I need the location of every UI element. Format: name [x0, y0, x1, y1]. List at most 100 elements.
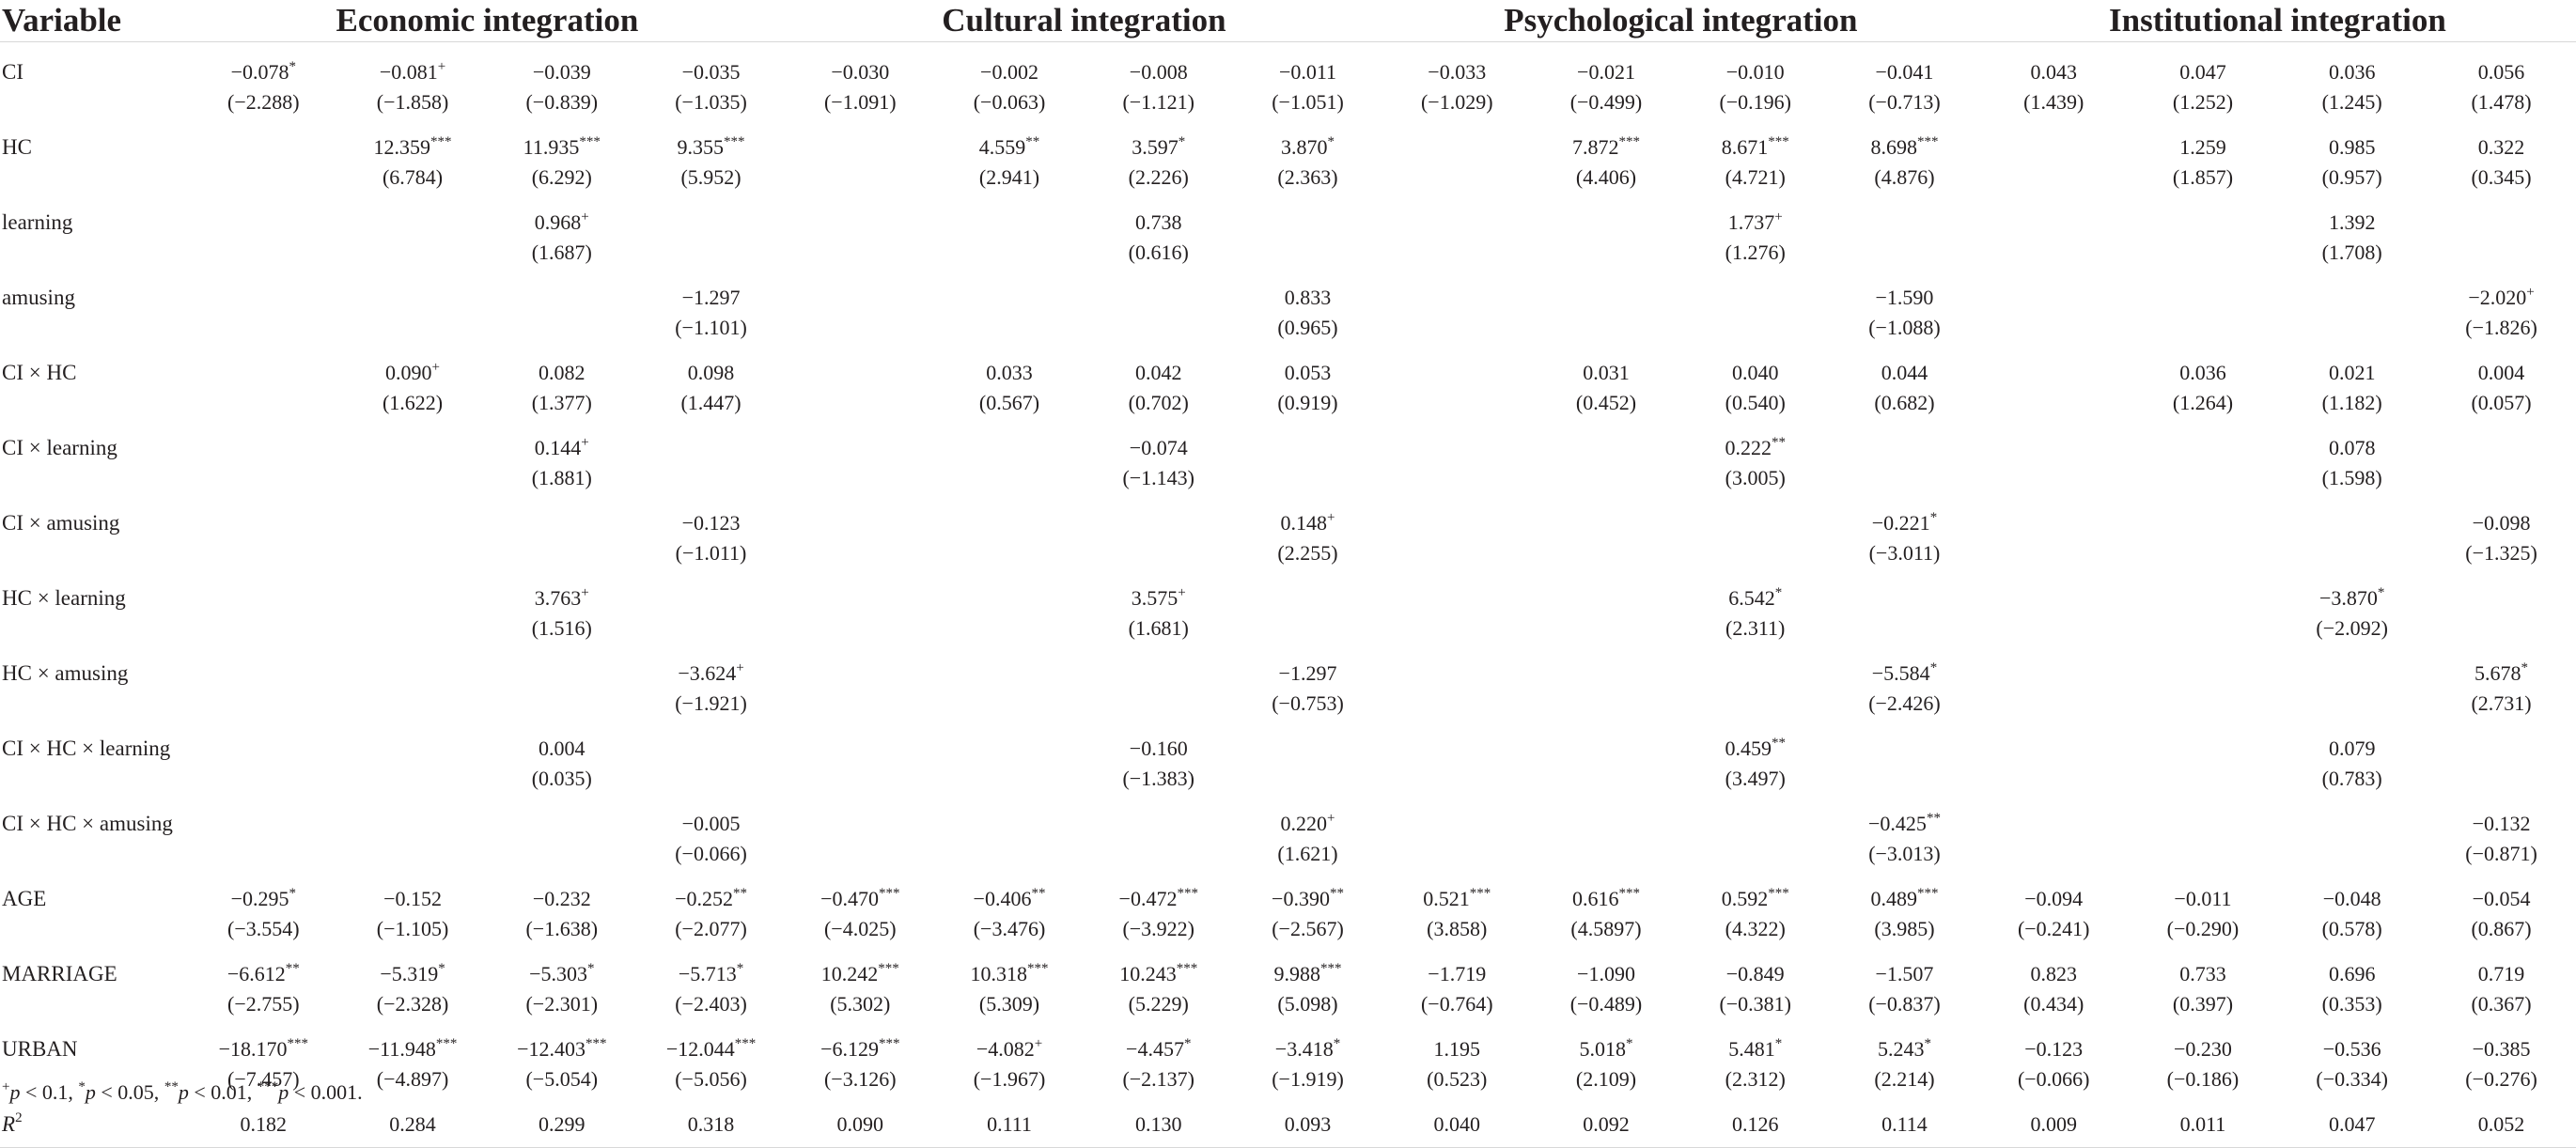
coefficient: 5.243* [1830, 1034, 1979, 1064]
coefficient-value: 10.243 [1119, 962, 1177, 985]
table-cell [1532, 193, 1681, 268]
t-statistic: (−0.713) [1868, 90, 1941, 114]
t-statistic: (1.245) [2321, 90, 2382, 114]
significance-marker: *** [1469, 885, 1491, 901]
table-cell [487, 644, 636, 719]
table-cell [487, 493, 636, 568]
table-cell: 11.935*** (6.292) [487, 117, 636, 193]
table-cell [636, 418, 786, 493]
note-marker: *** [257, 1078, 279, 1094]
table-cell [1233, 418, 1382, 493]
t-statistic: (−1.858) [376, 90, 449, 114]
coefficient: 0.733 [2129, 959, 2278, 989]
table-cell: 0.833 (0.965) [1233, 268, 1382, 343]
significance-marker: + [1034, 1035, 1043, 1051]
table-cell [786, 568, 935, 644]
coefficient-value: 0.036 [2328, 60, 2376, 84]
coefficient-value: −4.082 [976, 1037, 1035, 1061]
t-statistic: (−0.764) [1420, 992, 1493, 1016]
t-statistic: (1.621) [1277, 842, 1338, 865]
table-cell [1382, 343, 1532, 418]
table-cell: −3.418* (−1.919) [1233, 1019, 1382, 1094]
t-statistic: (−1.919) [1272, 1067, 1344, 1091]
r-squared-value: 0.047 [2277, 1094, 2428, 1148]
significance-marker: * [1333, 1035, 1341, 1051]
coefficient: −5.713* [636, 959, 786, 989]
significance-marker: * [1924, 1035, 1931, 1051]
coefficient-value: −0.406 [973, 887, 1032, 910]
table-cell: −4.457* (−2.137) [1084, 1019, 1233, 1094]
t-statistic: (2.311) [1725, 616, 1786, 640]
row-label: HC × learning [2, 586, 126, 610]
note-marker: + [2, 1078, 10, 1094]
significance-marker: + [1774, 209, 1783, 225]
table-cell: −0.849 (−0.381) [1680, 944, 1830, 1019]
coefficient-value: 0.489 [1870, 887, 1917, 910]
table-cell [338, 719, 488, 794]
t-statistic: (−2.301) [525, 992, 599, 1016]
coefficient: 0.459** [1680, 734, 1830, 764]
r-squared-value: 0.318 [636, 1094, 786, 1148]
table-cell [2427, 719, 2576, 794]
t-statistic: (0.783) [2321, 767, 2382, 790]
table-cell [935, 719, 1085, 794]
table-cell [636, 719, 786, 794]
coefficient-value: −3.624 [678, 661, 737, 685]
coefficient-value: 3.763 [534, 586, 582, 610]
coefficient-value: −5.713 [678, 962, 737, 985]
t-statistic: (2.109) [1575, 1067, 1637, 1091]
table-cell: 1.195 (0.523) [1382, 1019, 1532, 1094]
significance-marker: + [581, 209, 589, 225]
table-cell [487, 794, 636, 869]
table-cell: 1.737+ (1.276) [1680, 193, 1830, 268]
table-cell [1532, 644, 1681, 719]
row-label: AGE [2, 887, 47, 910]
coefficient-value: −0.002 [980, 60, 1038, 84]
coefficient: −1.297 [1233, 659, 1382, 689]
table-row: amusing −1.297 (−1.101) 0.833 (0.965) −1.590 (… [0, 268, 2576, 343]
table-cell [1532, 568, 1681, 644]
table-cell [1233, 193, 1382, 268]
coefficient-value: −0.472 [1118, 887, 1178, 910]
coefficient: 10.243*** [1084, 959, 1233, 989]
coefficient: 0.696 [2277, 959, 2427, 989]
table-cell [786, 117, 935, 193]
coefficient: 0.036 [2129, 358, 2278, 388]
table-cell [636, 568, 786, 644]
r-squared-value: 0.130 [1084, 1094, 1234, 1148]
table-cell [2277, 493, 2427, 568]
coefficient: 0.021 [2277, 358, 2427, 388]
table-cell: −0.390** (−2.567) [1233, 869, 1382, 944]
table-cell: 8.698*** (4.876) [1830, 117, 1979, 193]
table-cell: 10.243*** (5.229) [1084, 944, 1233, 1019]
t-statistic: (0.682) [1874, 391, 1935, 414]
table-cell: −0.160 (−1.383) [1084, 719, 1233, 794]
coefficient: −0.078* [189, 57, 338, 87]
coefficient-value: 0.322 [2477, 135, 2525, 159]
t-statistic: (3.858) [1427, 917, 1488, 940]
table-cell: 5.481* (2.312) [1680, 1019, 1830, 1094]
coefficient: −0.406** [935, 884, 1085, 914]
table-cell: 0.044 (0.682) [1830, 343, 1979, 418]
coefficient-value: 8.671 [1721, 135, 1769, 159]
coefficient: 0.521*** [1382, 884, 1532, 914]
table-cell: 0.033 (0.567) [935, 343, 1085, 418]
table-cell: 6.542* (2.311) [1680, 568, 1830, 644]
note-marker: * [78, 1078, 86, 1094]
table-cell [935, 193, 1085, 268]
table-cell: −0.011 (−1.051) [1233, 42, 1382, 118]
table-cell: 3.870* (2.363) [1233, 117, 1382, 193]
table-cell: 0.521*** (3.858) [1382, 869, 1532, 944]
t-statistic: (−7.457) [227, 1067, 300, 1091]
coefficient-value: −6.612 [226, 962, 286, 985]
coefficient: 11.935*** [487, 132, 636, 163]
coefficient-value: 12.359 [373, 135, 431, 159]
table-cell: −0.002 (−0.063) [935, 42, 1085, 118]
t-statistic: (−1.967) [973, 1067, 1046, 1091]
coefficient-value: −0.390 [1272, 887, 1330, 910]
t-statistic: (−3.126) [823, 1067, 897, 1091]
table-cell [338, 193, 488, 268]
significance-marker: *** [1177, 885, 1198, 901]
t-statistic: (−5.054) [525, 1067, 599, 1091]
coefficient-value: 7.872 [1571, 135, 1619, 159]
